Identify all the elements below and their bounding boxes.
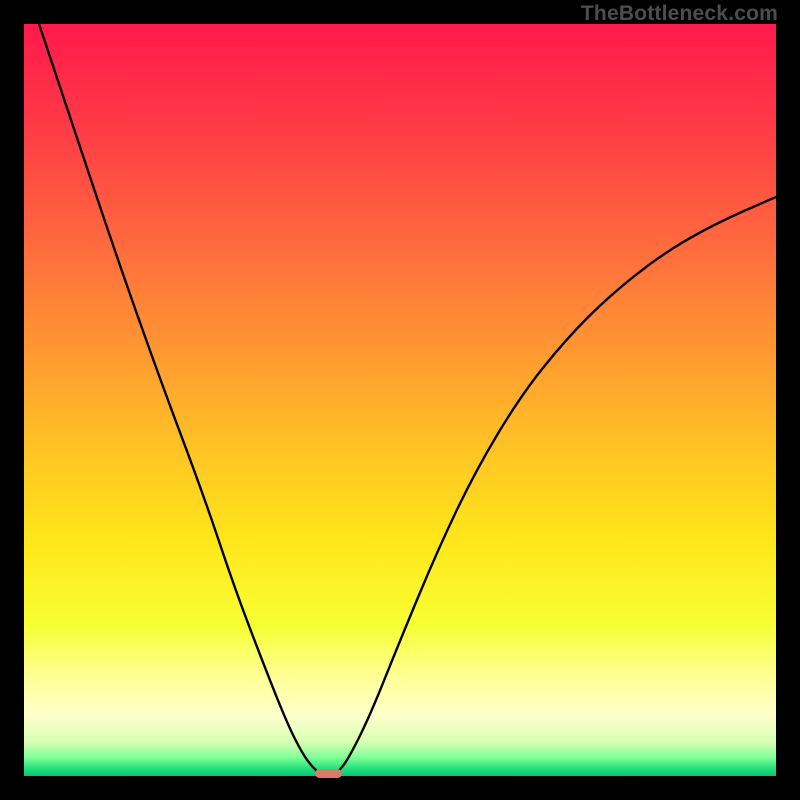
curve-left-branch: [39, 24, 321, 774]
chart-frame: TheBottleneck.com: [0, 0, 800, 800]
plot-area: [24, 24, 776, 776]
bottleneck-curve: [24, 24, 776, 776]
watermark-text: TheBottleneck.com: [581, 2, 778, 26]
curve-right-branch: [336, 197, 776, 774]
optimal-marker: [315, 769, 341, 778]
